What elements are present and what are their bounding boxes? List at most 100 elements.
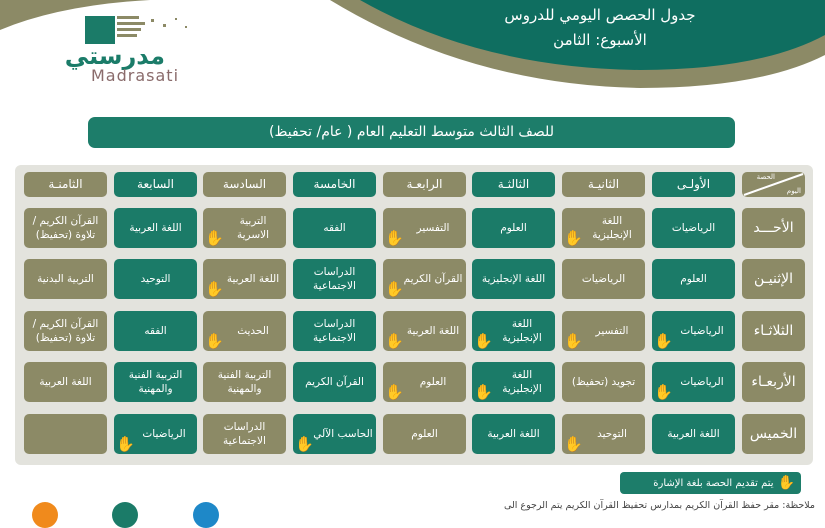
cell-text: الرياضيات xyxy=(671,221,716,234)
cell-text: الرياضيات xyxy=(581,272,626,285)
sign-language-icon: ✋ xyxy=(205,229,224,247)
lesson-cell[interactable]: التربية الفنية والمهنية xyxy=(203,362,286,402)
period-header-2: الثانيـة xyxy=(562,172,645,197)
lesson-cell[interactable]: الفقه xyxy=(293,208,376,248)
cell-text: اللغة الإنجليزية xyxy=(502,317,542,344)
period-header-6: السادسة xyxy=(203,172,286,197)
day-label: الأربعـاء xyxy=(742,362,805,402)
cell-text: اللغة العربية xyxy=(406,324,460,337)
cell-text: الثانيـة xyxy=(587,177,620,192)
cell-text: التفسير xyxy=(595,324,629,337)
lesson-cell[interactable]: اللغة العربية xyxy=(114,208,197,248)
lesson-cell[interactable]: العلوم xyxy=(383,414,466,454)
day-label: الأحـــد xyxy=(742,208,805,248)
lesson-cell[interactable]: تجويد (تحفيظ) xyxy=(562,362,645,402)
cell-text: الرياضيات xyxy=(680,375,724,388)
sign-language-icon: ✋ xyxy=(474,383,493,401)
cell-text: التربية الاسرية xyxy=(236,214,270,241)
lesson-cell[interactable]: القرآن الكريم xyxy=(293,362,376,402)
cell-text: القرآن الكريم xyxy=(305,375,364,388)
lesson-cell[interactable]: التربية البدنية xyxy=(24,259,107,299)
lesson-cell[interactable]: العلوم xyxy=(652,259,735,299)
lesson-cell[interactable]: التفسير ✋ xyxy=(562,311,645,351)
lesson-cell[interactable]: الرياضيات xyxy=(652,208,735,248)
lesson-cell[interactable]: الرياضيات xyxy=(562,259,645,299)
lesson-cell[interactable]: الرياضيات ✋ xyxy=(652,362,735,402)
cell-text: الحاسب الآلي xyxy=(313,427,373,440)
header-wave xyxy=(0,0,825,88)
cell-text: الرابعـة xyxy=(406,177,443,192)
lesson-cell[interactable]: اللغة الإنجليزية xyxy=(472,259,555,299)
cell-text: العلوم xyxy=(500,221,527,234)
lesson-cell[interactable]: الفقه xyxy=(114,311,197,351)
lesson-cell[interactable]: الدراسات الاجتماعية xyxy=(293,259,376,299)
cell-text: الإثنيـن xyxy=(754,270,793,287)
cell-text: العلوم xyxy=(419,375,447,388)
lesson-cell[interactable]: التوحيد ✋ xyxy=(562,414,645,454)
lesson-cell[interactable]: القرآن الكريم / تلاوة (تحفيظ) xyxy=(24,208,107,248)
lesson-cell[interactable]: الحديث ✋ xyxy=(203,311,286,351)
lesson-cell[interactable]: اللغة العربية ✋ xyxy=(203,259,286,299)
lesson-cell[interactable]: اللغة العربية ✋ xyxy=(383,311,466,351)
sign-language-icon: ✋ xyxy=(474,332,493,350)
cell-text: الدراسات الاجتماعية xyxy=(313,317,356,344)
lesson-cell[interactable]: القرآن الكريم / تلاوة (تحفيظ) xyxy=(24,311,107,351)
cell-text: الثلاثـاء xyxy=(753,322,794,339)
cell-text: الأحـــد xyxy=(753,219,794,236)
lesson-cell[interactable]: العلوم ✋ xyxy=(383,362,466,402)
cell-text: الرياضيات xyxy=(142,427,186,440)
sign-language-icon: ✋ xyxy=(654,332,673,350)
corner-header: الحصة اليوم xyxy=(742,172,805,197)
lesson-cell[interactable] xyxy=(24,414,107,454)
sign-language-icon: ✋ xyxy=(385,280,404,298)
green-circle-icon xyxy=(112,502,138,528)
page-title: جدول الحصص اليومي للدروس xyxy=(504,6,696,24)
cell-text: اللغة العربية xyxy=(667,427,720,440)
lesson-cell[interactable]: الدراسات الاجتماعية xyxy=(203,414,286,454)
sign-language-icon: ✋ xyxy=(654,383,673,401)
lesson-cell[interactable]: اللغة الإنجليزية ✋ xyxy=(562,208,645,248)
cell-text: التربية الفنية والمهنية xyxy=(217,368,272,395)
day-label: الإثنيـن xyxy=(742,259,805,299)
cell-text: اللغة الإنجليزية xyxy=(592,214,632,241)
lesson-cell[interactable]: العلوم xyxy=(472,208,555,248)
corner-day-label: اليوم xyxy=(786,186,801,195)
cell-text: اللغة العربية xyxy=(129,221,182,234)
lesson-cell[interactable]: اللغة الإنجليزية ✋ xyxy=(472,311,555,351)
class-banner: للصف الثالث متوسط التعليم العام ( عام/ ت… xyxy=(88,117,735,148)
cell-text: السابعة xyxy=(137,177,174,192)
lesson-cell[interactable]: التفسير ✋ xyxy=(383,208,466,248)
lesson-cell[interactable]: اللغة العربية xyxy=(24,362,107,402)
sign-language-icon: ✋ xyxy=(385,229,404,247)
lesson-cell[interactable]: التربية الاسرية ✋ xyxy=(203,208,286,248)
lesson-cell[interactable]: التوحيد xyxy=(114,259,197,299)
cell-text: اللغة الإنجليزية xyxy=(481,272,546,285)
cell-text: التربية الفنية والمهنية xyxy=(128,368,183,395)
day-label: الثلاثـاء xyxy=(742,311,805,351)
cell-text: اللغة العربية xyxy=(487,427,540,440)
week-label: الأسبوع: الثامن xyxy=(553,31,647,49)
cell-text: التوحيد xyxy=(597,427,627,440)
lesson-cell[interactable]: اللغة العربية xyxy=(652,414,735,454)
cell-text: الثامنـة xyxy=(48,177,83,192)
lesson-cell[interactable]: الدراسات الاجتماعية xyxy=(293,311,376,351)
cell-text: السادسة xyxy=(222,177,267,192)
blue-circle-icon xyxy=(193,502,219,528)
lesson-cell[interactable]: اللغة العربية xyxy=(472,414,555,454)
sign-language-icon: ✋ xyxy=(205,332,224,350)
lesson-cell[interactable]: الحاسب الآلي ✋ xyxy=(293,414,376,454)
note-text: ملاحظة: مقر حفظ القرآن الكريم بمدارس تحف… xyxy=(503,500,815,511)
period-header-3: الثالثـة xyxy=(472,172,555,197)
cell-text: اللغة الإنجليزية xyxy=(502,368,542,395)
lesson-cell[interactable]: التربية الفنية والمهنية xyxy=(114,362,197,402)
sign-language-legend: ✋ يتم تقديم الحصة بلغة الإشارة xyxy=(620,472,801,494)
lesson-cell[interactable]: اللغة الإنجليزية ✋ xyxy=(472,362,555,402)
lesson-cell[interactable]: القرآن الكريم ✋ xyxy=(383,259,466,299)
lesson-cell[interactable]: الرياضيات ✋ xyxy=(652,311,735,351)
cell-text: القرآن الكريم / تلاوة (تحفيظ) xyxy=(32,214,99,241)
period-header-8: الثامنـة xyxy=(24,172,107,197)
lesson-cell[interactable]: الرياضيات ✋ xyxy=(114,414,197,454)
cell-text: الخامسة xyxy=(313,177,356,192)
cell-text: اللغة العربية xyxy=(39,375,92,388)
cell-text: القرآن الكريم / تلاوة (تحفيظ) xyxy=(32,317,99,344)
